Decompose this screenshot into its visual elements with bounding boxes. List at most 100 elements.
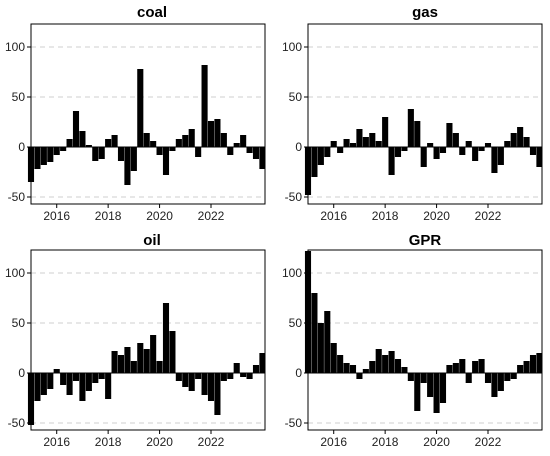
data-bar [337,355,344,373]
data-bar [401,367,408,373]
data-bar [324,311,331,373]
x-tick-label: 2018 [372,435,399,449]
y-tick-label: -50 [285,416,303,430]
data-bar [465,141,472,147]
data-bar [66,139,73,147]
data-bar [382,117,389,147]
data-bar [407,109,414,147]
data-bar [201,65,208,147]
data-bar [369,361,376,373]
data-bar [47,373,54,389]
data-bar [472,361,479,373]
data-bar [317,147,324,165]
data-bar [220,373,227,381]
data-bar [175,139,182,147]
y-tick-label: 50 [289,316,303,330]
data-bar [233,363,240,373]
panel-oil: oil -50 0 50 100 2016 2018 2020 2022 [5,232,266,449]
bars [304,109,543,195]
data-bar [150,335,157,373]
y-tick-label: 0 [295,366,302,380]
y-tick-label: -50 [285,190,303,204]
plot-frame [307,249,543,431]
data-bar [394,359,402,373]
data-bar [349,143,357,147]
plot-frame [307,23,543,205]
y-axis: -50 0 50 100 [5,40,31,204]
data-bar [156,147,163,155]
bars [27,65,266,185]
data-bar [401,147,408,151]
x-axis: 2016 2018 2020 2022 [320,430,502,449]
grid-lines [31,272,265,424]
data-bar [536,353,543,373]
grid-lines [308,46,542,198]
x-tick-label: 2018 [95,209,122,223]
bars [27,303,266,425]
data-bar [324,147,331,157]
data-bar [317,323,324,373]
data-bar [60,373,67,385]
data-bar [220,133,227,147]
data-bar [105,373,112,399]
data-bar [497,147,504,165]
data-bar [369,133,376,147]
plot-frame [30,23,266,205]
data-bar [195,147,202,157]
data-bar [504,141,511,147]
plot-frame [30,249,266,431]
data-bar [92,373,99,383]
data-bar [523,361,530,373]
data-bar [40,147,47,165]
data-bar [79,373,86,401]
data-bar [182,135,189,147]
panel-title: coal [137,4,167,21]
panel-title: oil [143,232,161,249]
data-bar [414,373,421,411]
data-bar [536,147,543,167]
data-bar [188,129,195,147]
data-bar [214,373,221,415]
data-bar [459,359,466,373]
x-tick-label: 2016 [320,209,347,223]
data-bar [362,369,369,373]
data-bar [497,373,504,391]
data-bar [343,363,350,373]
data-bar [162,303,170,373]
y-tick-label: 0 [18,366,25,380]
data-bar [79,131,86,147]
data-bar [85,145,92,147]
data-bar [47,147,54,162]
data-bar [240,135,247,147]
data-bar [491,373,498,397]
y-axis: -50 0 50 100 [5,266,31,430]
data-bar [517,127,524,147]
data-bar [517,365,524,373]
data-bar [53,147,60,155]
data-bar [478,359,485,373]
data-bar [111,135,118,147]
data-bar [214,119,221,147]
x-tick-label: 2018 [372,209,399,223]
data-bar [246,373,253,379]
data-bar [510,133,517,147]
panel-gas: gas -50 0 50 100 2016 2018 2020 2022 [282,4,543,223]
data-bar [117,355,125,373]
data-bar [311,147,318,177]
x-tick-label: 2020 [146,435,173,449]
data-bar [169,331,176,373]
y-tick-label: 50 [289,90,303,104]
data-bar [60,147,67,151]
data-bar [252,365,260,373]
y-tick-label: 0 [295,140,302,154]
data-bar [40,373,47,395]
data-bar [388,147,395,175]
data-bar [34,373,41,401]
data-bar [175,373,182,381]
data-bar [529,355,537,373]
data-bar [130,147,137,171]
data-bar [98,373,105,379]
data-bar [143,349,150,373]
y-tick-label: 100 [282,40,302,54]
panel-gpr: GPR -50 0 50 100 2016 2018 2020 2022 [282,232,543,449]
